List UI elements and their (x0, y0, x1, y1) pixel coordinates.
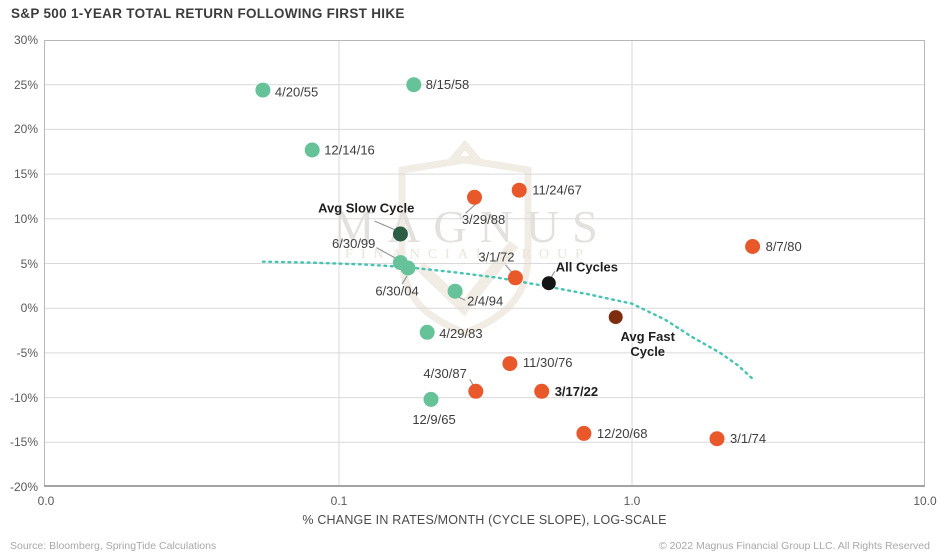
point-label-4-20-55: 4/20/55 (275, 85, 318, 100)
data-points-layer: 4/20/55 8/15/58 12/14/16 6/30/99 6/30/04 2/4/… (255, 77, 802, 447)
y-tick-25: 25% (13, 77, 38, 92)
trend-line-layer (261, 260, 754, 380)
y-tick-10: -10% (9, 390, 38, 405)
point-12-14-16 (304, 142, 320, 158)
x-tick-0-0: 0.0 (37, 494, 55, 508)
y-tick-20: -20% (9, 480, 38, 494)
y-tick-5: 5% (20, 256, 38, 271)
point-8-7-80 (745, 239, 761, 254)
point-label-3-1-72: 3/1/72 (478, 249, 514, 264)
x-tick-0-1: 0.1 (330, 494, 348, 508)
point-label-6-30-99: 6/30/99 (332, 236, 375, 251)
point-11-30-76 (502, 356, 518, 372)
x-tick-10-0: 10.0 (913, 494, 937, 508)
point-label-4-29-83: 4/29/83 (439, 326, 482, 341)
point-2-4-94 (447, 283, 463, 299)
y-tick-0: 0% (20, 301, 38, 316)
point-label-12-9-65: 12/9/65 (412, 412, 455, 427)
plot-border (44, 40, 925, 487)
point-label-3-1-74: 3/1/74 (730, 431, 766, 446)
gridlines (44, 40, 925, 487)
point-label-3-29-88: 3/29/88 (462, 212, 505, 227)
point-3-17-22 (534, 383, 550, 399)
point-4-30-87 (468, 383, 484, 399)
point-label-4-30-87: 4/30/87 (423, 366, 466, 381)
point-3-29-88 (467, 189, 482, 205)
y-tick-30: 30% (13, 33, 38, 47)
point-8-15-58 (406, 77, 422, 93)
point-label-6-30-04: 6/30/04 (375, 284, 418, 299)
y-tick-20: 20% (13, 122, 38, 137)
footer-source-note: Source: Bloomberg, SpringTide Calculatio… (10, 540, 217, 552)
point-avg-fast-cycle (608, 310, 623, 325)
leader-line-2-4-94 (458, 296, 466, 301)
point-4-20-55 (255, 82, 271, 98)
point-label-avg-slow-cycle: Avg Slow Cycle (318, 201, 414, 216)
point-12-9-65 (423, 391, 439, 407)
leader-line-3-29-88 (465, 203, 476, 214)
point-label-avg-fast-cycle: Avg Fast Cycle (620, 329, 675, 359)
footer-copyright: © 2022 Magnus Financial Group LLC. All R… (659, 540, 930, 552)
plot-area: MAGNUS FINANCIAL GROUP 4/20/55 8/15/58 12/… (44, 40, 925, 487)
point-avg-slow-cycle (392, 226, 408, 242)
point-6-30-04 (400, 260, 416, 276)
leader-line-6-30-99 (376, 247, 397, 260)
point-3-1-72 (507, 270, 523, 286)
leader-line-avg-slow-cycle (374, 220, 396, 231)
point-11-24-67 (511, 182, 527, 198)
leader-line-3-1-72 (504, 264, 512, 273)
leader-line-6-30-04 (401, 275, 408, 285)
x-tick-1-0: 1.0 (623, 494, 641, 508)
point-label-2-4-94: 2/4/94 (467, 294, 503, 309)
watermark-name: MAGNUS (333, 201, 610, 252)
point-label-all-cycles: All Cycles (556, 260, 618, 275)
y-tick-10: 10% (13, 211, 38, 226)
point-label-11-24-67: 11/24/67 (532, 183, 582, 198)
point-12-20-68 (576, 425, 592, 441)
x-axis-title: % CHANGE IN RATES/MONTH (CYCLE SLOPE), L… (302, 513, 667, 527)
point-all-cycles (541, 276, 556, 291)
chart-title: S&P 500 1-YEAR TOTAL RETURN FOLLOWING FI… (11, 6, 405, 21)
y-tick-5: -5% (16, 345, 38, 360)
point-4-29-83 (419, 324, 435, 340)
watermark-subtitle: FINANCIAL GROUP (345, 247, 591, 262)
point-3-1-74 (709, 431, 725, 447)
y-tick-15: 15% (13, 167, 38, 182)
trend-line (261, 260, 754, 380)
chart-plot-svg: MAGNUS FINANCIAL GROUP 4/20/55 8/15/58 12/… (44, 40, 925, 487)
point-label-8-15-58: 8/15/58 (426, 77, 469, 92)
y-tick-15: -15% (9, 435, 38, 450)
point-label-11-30-76: 11/30/76 (523, 355, 573, 370)
point-label-8-7-80: 8/7/80 (766, 239, 802, 254)
point-label-12-14-16: 12/14/16 (324, 143, 375, 158)
point-label-3-17-22: 3/17/22 (555, 384, 598, 399)
point-label-12-20-68: 12/20/68 (597, 426, 648, 441)
